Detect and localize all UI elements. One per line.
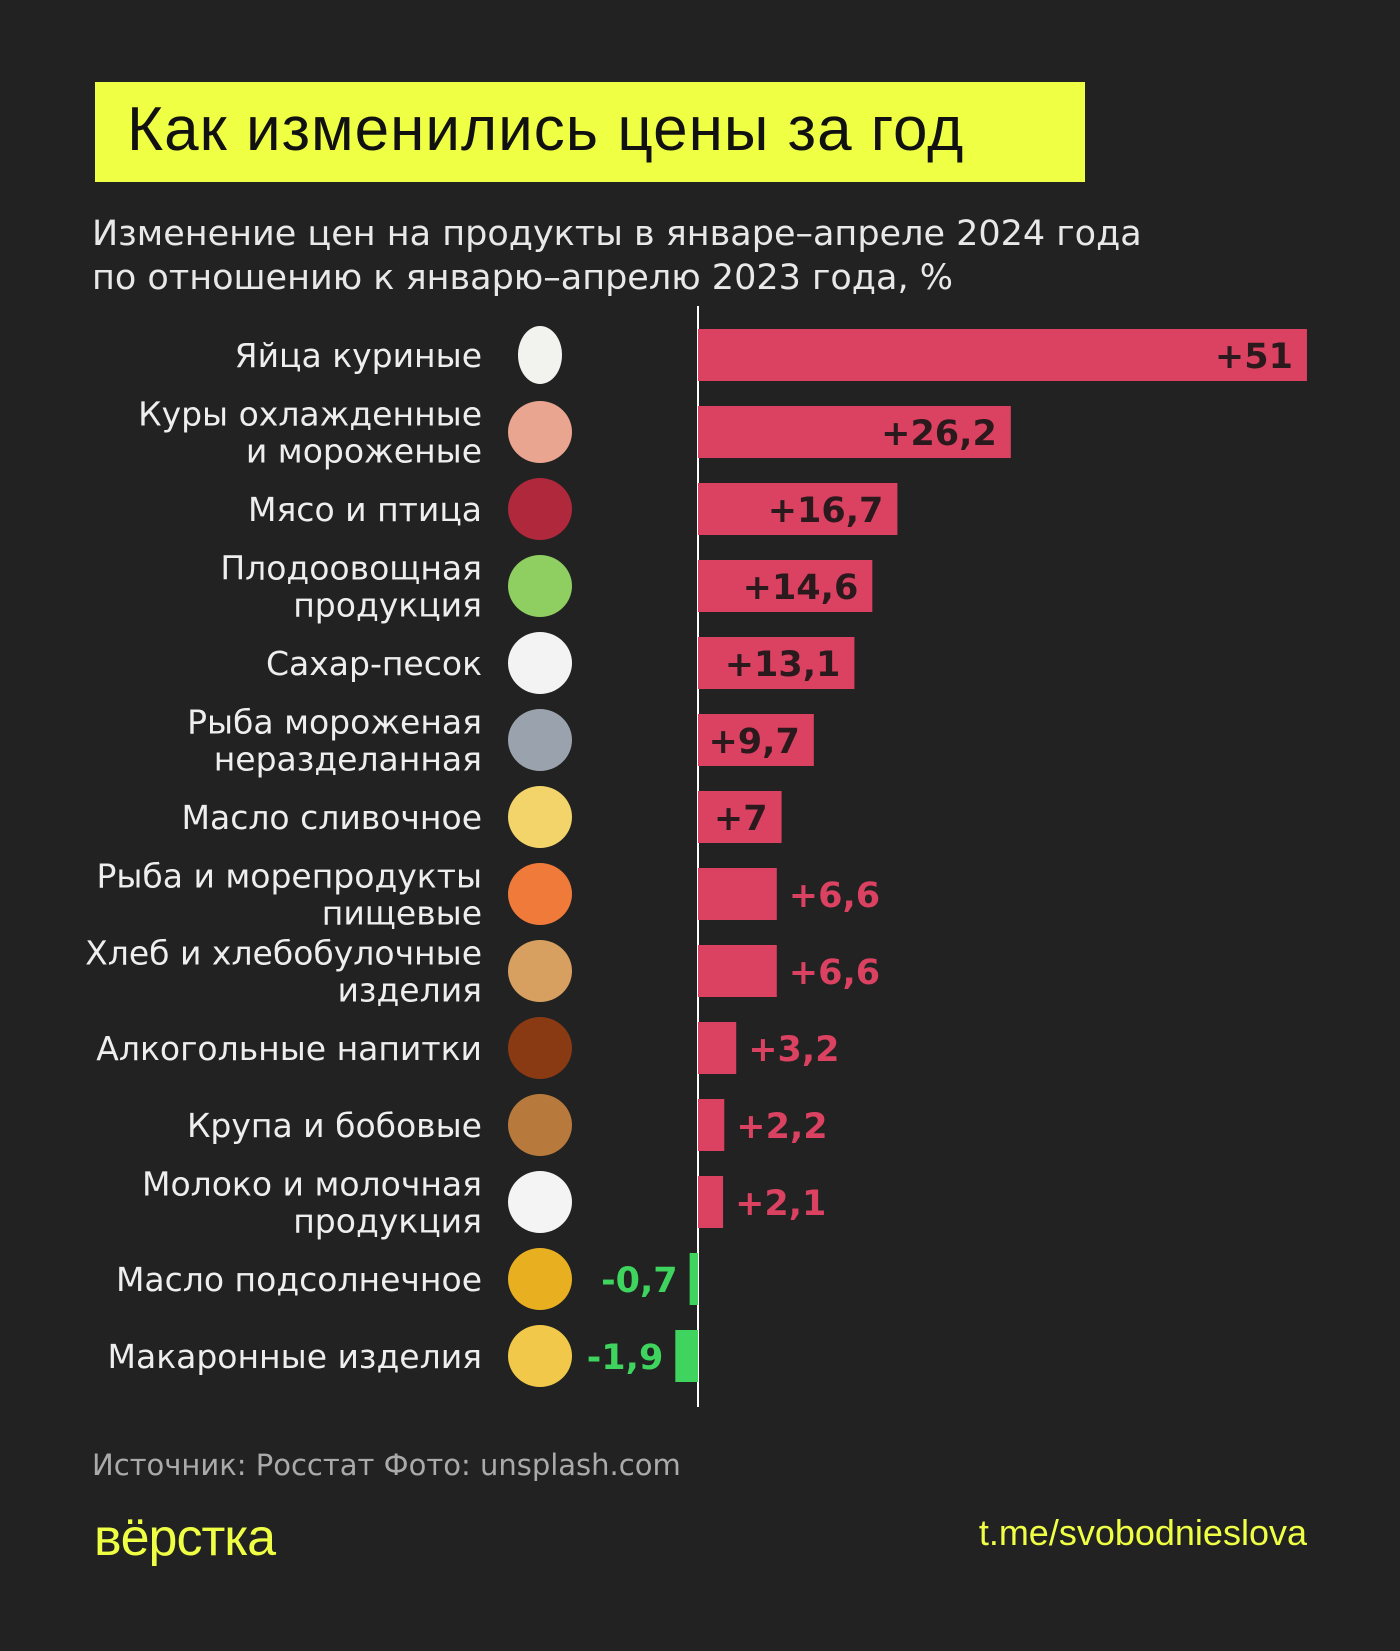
- bar: [698, 1022, 737, 1074]
- value-label: +9,7: [708, 722, 799, 762]
- title-banner: Как изменились цены за год: [95, 82, 1085, 182]
- value-label: +3,2: [748, 1030, 839, 1070]
- beer-icon: [508, 1017, 572, 1079]
- category-label: изделия: [337, 971, 482, 1010]
- oil-icon: [508, 1248, 572, 1310]
- channel-link[interactable]: t.me/svobodnieslova: [978, 1512, 1307, 1553]
- value-label: +2,2: [736, 1107, 827, 1147]
- egg-icon: [518, 326, 562, 384]
- value-label: +26,2: [881, 414, 997, 454]
- category-label: Масло сливочное: [182, 798, 483, 837]
- category-label: Макаронные изделия: [108, 1337, 483, 1376]
- category-label: и мороженые: [246, 432, 482, 471]
- value-label: -0,7: [601, 1261, 678, 1301]
- category-label: Молоко и молочная: [142, 1165, 482, 1204]
- category-label: пищевые: [322, 894, 482, 933]
- bar: [698, 1176, 724, 1228]
- category-label: Сахар-песок: [266, 644, 482, 683]
- butter-icon: [508, 786, 572, 848]
- meat-icon: [508, 478, 572, 540]
- category-label: Плодоовощная: [220, 549, 482, 588]
- bar: [698, 791, 782, 843]
- logo: вёрстка: [94, 1509, 276, 1567]
- category-label: Рыба и морепродукты: [96, 857, 482, 896]
- bun-icon: [508, 940, 572, 1002]
- bar: [698, 329, 1307, 381]
- chart-title: Как изменились цены за год: [127, 95, 965, 164]
- category-label: Алкогольные напитки: [96, 1029, 482, 1068]
- chicken-icon: [508, 401, 572, 463]
- pasta-icon: [508, 1325, 572, 1387]
- grain-icon: [508, 1094, 572, 1156]
- category-label: Рыба мороженая: [187, 703, 482, 742]
- value-label: +7: [714, 799, 768, 839]
- bar: [698, 483, 898, 535]
- shrimp-icon: [508, 863, 572, 925]
- category-label: Масло подсолнечное: [116, 1260, 482, 1299]
- bar: [698, 945, 777, 997]
- source-note: Источник: Росстат Фото: unsplash.com: [92, 1448, 681, 1482]
- bar: [698, 406, 1011, 458]
- fish-icon: [508, 709, 572, 771]
- bar: [698, 1099, 725, 1151]
- category-label: Куры охлажденные: [138, 395, 482, 434]
- sugar-icon: [508, 632, 572, 694]
- bar: [675, 1330, 698, 1382]
- category-label: Мясо и птица: [248, 490, 482, 529]
- value-label: +16,7: [768, 491, 884, 531]
- milk-icon: [508, 1171, 572, 1233]
- subtitle-line: по отношению к январю–апрелю 2023 года, …: [92, 258, 953, 298]
- bar: [698, 868, 777, 920]
- category-label: неразделанная: [214, 740, 482, 779]
- cabbage-icon: [508, 555, 572, 617]
- category-label: продукция: [293, 586, 482, 625]
- category-label: Крупа и бобовые: [187, 1106, 482, 1145]
- subtitle-line: Изменение цен на продукты в январе–апрел…: [92, 214, 1142, 254]
- chart-subtitle: Изменение цен на продукты в январе–апрел…: [92, 212, 1142, 300]
- value-label: +6,6: [789, 876, 880, 916]
- category-label: Яйца куриные: [235, 336, 482, 375]
- category-label: продукция: [293, 1202, 482, 1241]
- value-label: +6,6: [789, 953, 880, 993]
- value-label: +51: [1215, 337, 1293, 377]
- category-label: Хлеб и хлебобулочные: [85, 934, 482, 973]
- value-label: +14,6: [743, 568, 859, 608]
- bar: [698, 560, 873, 612]
- bar: [698, 637, 855, 689]
- bar: [698, 714, 814, 766]
- value-label: -1,9: [587, 1338, 664, 1378]
- value-label: +2,1: [735, 1184, 826, 1224]
- bar: [689, 1253, 698, 1305]
- value-label: +13,1: [725, 645, 841, 685]
